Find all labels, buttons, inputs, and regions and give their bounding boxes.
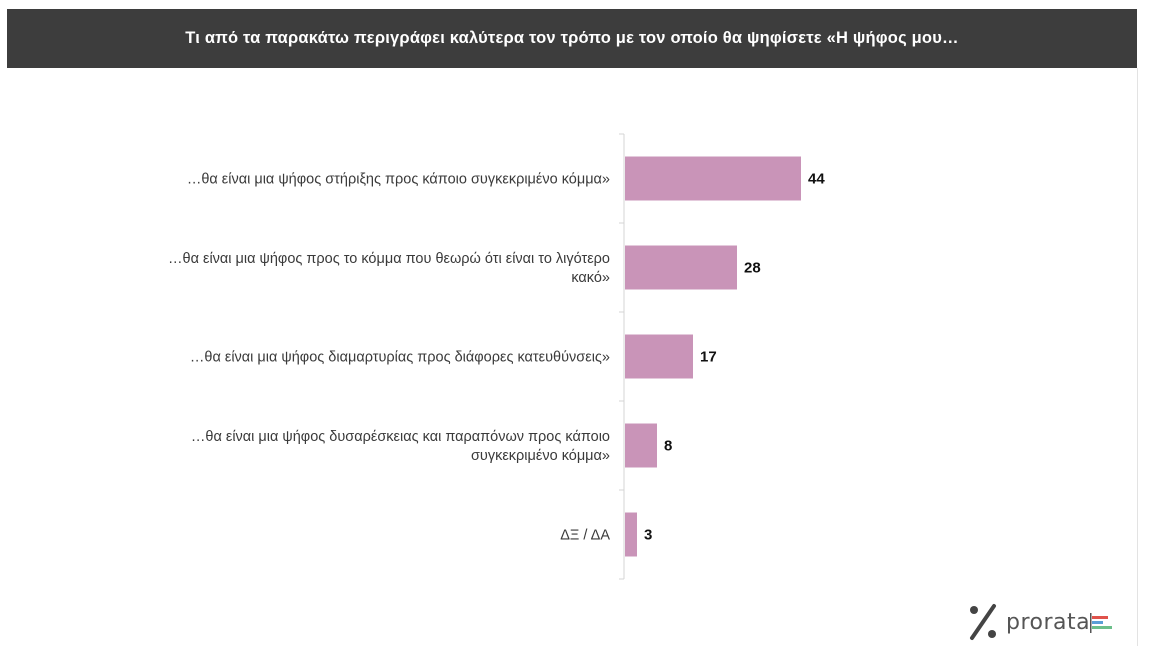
category-label: …θα είναι μια ψήφος δυσαρέσκειας και παρ… bbox=[191, 429, 610, 464]
data-label: 44 bbox=[808, 171, 825, 188]
data-label: 28 bbox=[744, 260, 761, 277]
category-label-line: συγκεκριμένο κόμμα» bbox=[471, 448, 610, 464]
logo-wordmark: prorata bbox=[1006, 609, 1091, 635]
category-label: …θα είναι μια ψήφος στήριξης προς κάποιο… bbox=[187, 172, 610, 188]
frame-divider bbox=[1137, 68, 1138, 646]
category-label: …θα είναι μια ψήφος προς το κόμμα που θε… bbox=[168, 251, 610, 286]
logo-bar bbox=[1092, 621, 1104, 624]
percent-icon bbox=[970, 604, 996, 640]
prorata-logo: prorata bbox=[968, 602, 1113, 642]
bar bbox=[625, 512, 637, 557]
category-label: …θα είναι μια ψήφος διαμαρτυρίας προς δι… bbox=[190, 350, 610, 366]
category-label-line: …θα είναι μια ψήφος στήριξης προς κάποιο… bbox=[187, 172, 610, 188]
category-label-line: …θα είναι μια ψήφος προς το κόμμα που θε… bbox=[168, 251, 610, 267]
bar bbox=[625, 334, 693, 379]
category-label: ΔΞ / ΔΑ bbox=[560, 528, 610, 544]
category-label-line: …θα είναι μια ψήφος δυσαρέσκειας και παρ… bbox=[191, 429, 610, 445]
logo-bar-stem bbox=[1090, 613, 1092, 633]
bar bbox=[625, 423, 657, 468]
category-label-line: κακό» bbox=[571, 270, 610, 286]
category-label-line: …θα είναι μια ψήφος διαμαρτυρίας προς δι… bbox=[190, 350, 610, 366]
bar bbox=[625, 245, 737, 290]
stacked-bars-icon bbox=[1090, 613, 1113, 633]
data-label: 3 bbox=[644, 527, 652, 544]
logo-bar bbox=[1092, 616, 1109, 619]
bar bbox=[625, 156, 801, 201]
logo-bar bbox=[1092, 626, 1113, 629]
category-label-line: ΔΞ / ΔΑ bbox=[560, 528, 610, 544]
chart-title: Τι από τα παρακάτω περιγράφει καλύτερα τ… bbox=[185, 29, 959, 47]
data-label: 17 bbox=[700, 349, 717, 366]
data-label: 8 bbox=[664, 438, 672, 455]
chart-title-bar: Τι από τα παρακάτω περιγράφει καλύτερα τ… bbox=[7, 9, 1137, 68]
